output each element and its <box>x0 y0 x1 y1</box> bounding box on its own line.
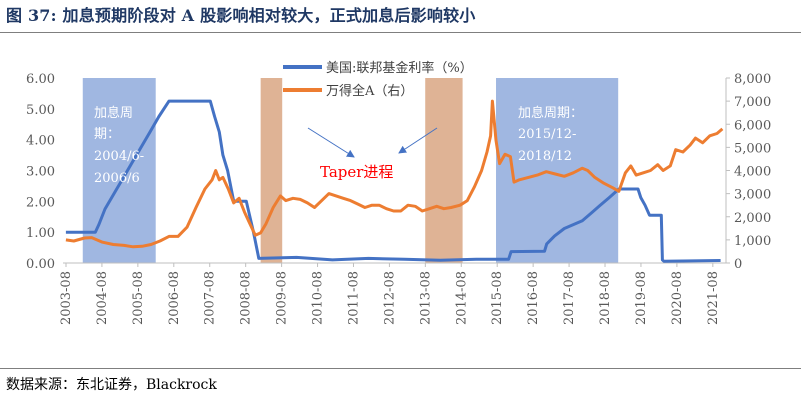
x-tick-label: 2020-08 <box>670 271 685 325</box>
left-tick-label: 0.00 <box>26 257 55 272</box>
right-tick-label: 0 <box>734 257 742 272</box>
right-tick-label: 6,000 <box>734 118 771 133</box>
x-tick-label: 2015-08 <box>490 271 505 325</box>
taper-arrow-right <box>398 127 438 154</box>
x-tick-label: 2019-08 <box>634 271 649 325</box>
chart-area: 0.00 1.00 2.00 3.00 4.00 5.00 6.00 0 1,000 2,000… <box>26 60 771 325</box>
hike-label-2-line-2: 2015/12- <box>518 127 576 142</box>
x-tick-label: 2007-08 <box>203 271 218 325</box>
x-tick-label: 2010-08 <box>311 271 326 325</box>
x-tick-label: 2003-08 <box>59 271 74 325</box>
x-tick-label: 2018-08 <box>598 271 613 325</box>
x-tick-label: 2011-08 <box>346 271 361 325</box>
hike-label-2-line-1: 加息周期： <box>518 105 583 121</box>
axes: 0.00 1.00 2.00 3.00 4.00 5.00 6.00 0 1,000 2,000… <box>26 72 771 325</box>
hike-label-1-line-1: 加息周 <box>94 105 133 121</box>
left-tick-label: 5.00 <box>26 103 55 118</box>
legend: 美国:联邦基金利率（%） 万得全A（右） <box>283 60 473 99</box>
left-tick-label: 1.00 <box>26 226 55 241</box>
hike-label-1-line-4: 2006/6 <box>94 171 140 186</box>
x-tick-label: 2006-08 <box>167 271 182 325</box>
right-tick-label: 5,000 <box>734 141 771 156</box>
annotations: 加息周 期： 2004/6- 2006/6 加息周期： 2015/12- 201… <box>94 105 583 186</box>
series <box>65 99 724 263</box>
taper-period-band-1 <box>260 78 283 263</box>
shaded-bands <box>82 78 619 263</box>
x-tick-label: 2005-08 <box>131 271 146 325</box>
source-note: 数据来源：东北证券，Blackrock <box>6 377 217 393</box>
right-tick-label: 3,000 <box>734 188 771 203</box>
x-axis-ticks: 2003-08 2004-08 2005-08 2006-08 2007-08 2008-… <box>59 263 721 325</box>
hike-label-2-line-3: 2018/12 <box>518 149 572 164</box>
left-tick-label: 4.00 <box>26 134 55 149</box>
figure-title: 图 37: 加息预期阶段对 A 股影响相对较大，正式加息后影响较小 <box>6 6 476 25</box>
x-tick-label: 2016-08 <box>526 271 541 325</box>
taper-arrow-left <box>307 127 355 158</box>
right-tick-label: 4,000 <box>734 165 771 180</box>
x-tick-label: 2008-08 <box>239 271 254 325</box>
title-rule <box>0 32 801 33</box>
right-tick-label: 7,000 <box>734 95 771 110</box>
hike-label-1-line-2: 期： <box>94 127 120 142</box>
left-tick-label: 2.00 <box>26 195 55 210</box>
x-tick-label: 2004-08 <box>95 271 110 325</box>
taper-label: Taper进程 <box>320 163 393 181</box>
right-axis-ticks: 0 1,000 2,000 3,000 4,000 5,000 6,000 7,000 8,00… <box>726 72 771 272</box>
x-tick-label: 2013-08 <box>418 271 433 325</box>
legend-label-wind: 万得全A（右） <box>326 83 413 99</box>
left-tick-label: 6.00 <box>26 72 55 87</box>
right-tick-label: 1,000 <box>734 234 771 249</box>
left-axis-ticks: 0.00 1.00 2.00 3.00 4.00 5.00 6.00 <box>26 72 55 272</box>
right-tick-label: 8,000 <box>734 72 771 87</box>
x-tick-label: 2009-08 <box>275 271 290 325</box>
x-tick-label: 2017-08 <box>562 271 577 325</box>
x-tick-label: 2012-08 <box>382 271 397 325</box>
fed-funds-rate-line <box>65 99 721 263</box>
hike-label-1-line-3: 2004/6- <box>94 149 144 164</box>
legend-label-fed: 美国:联邦基金利率（%） <box>326 60 473 76</box>
source-rule <box>0 368 801 369</box>
x-tick-label: 2014-08 <box>454 271 469 325</box>
left-tick-label: 3.00 <box>26 165 55 180</box>
x-tick-label: 2021-08 <box>706 271 721 325</box>
wind-all-a-line <box>65 99 724 249</box>
taper-period-band-2 <box>425 78 463 263</box>
right-tick-label: 2,000 <box>734 211 771 226</box>
